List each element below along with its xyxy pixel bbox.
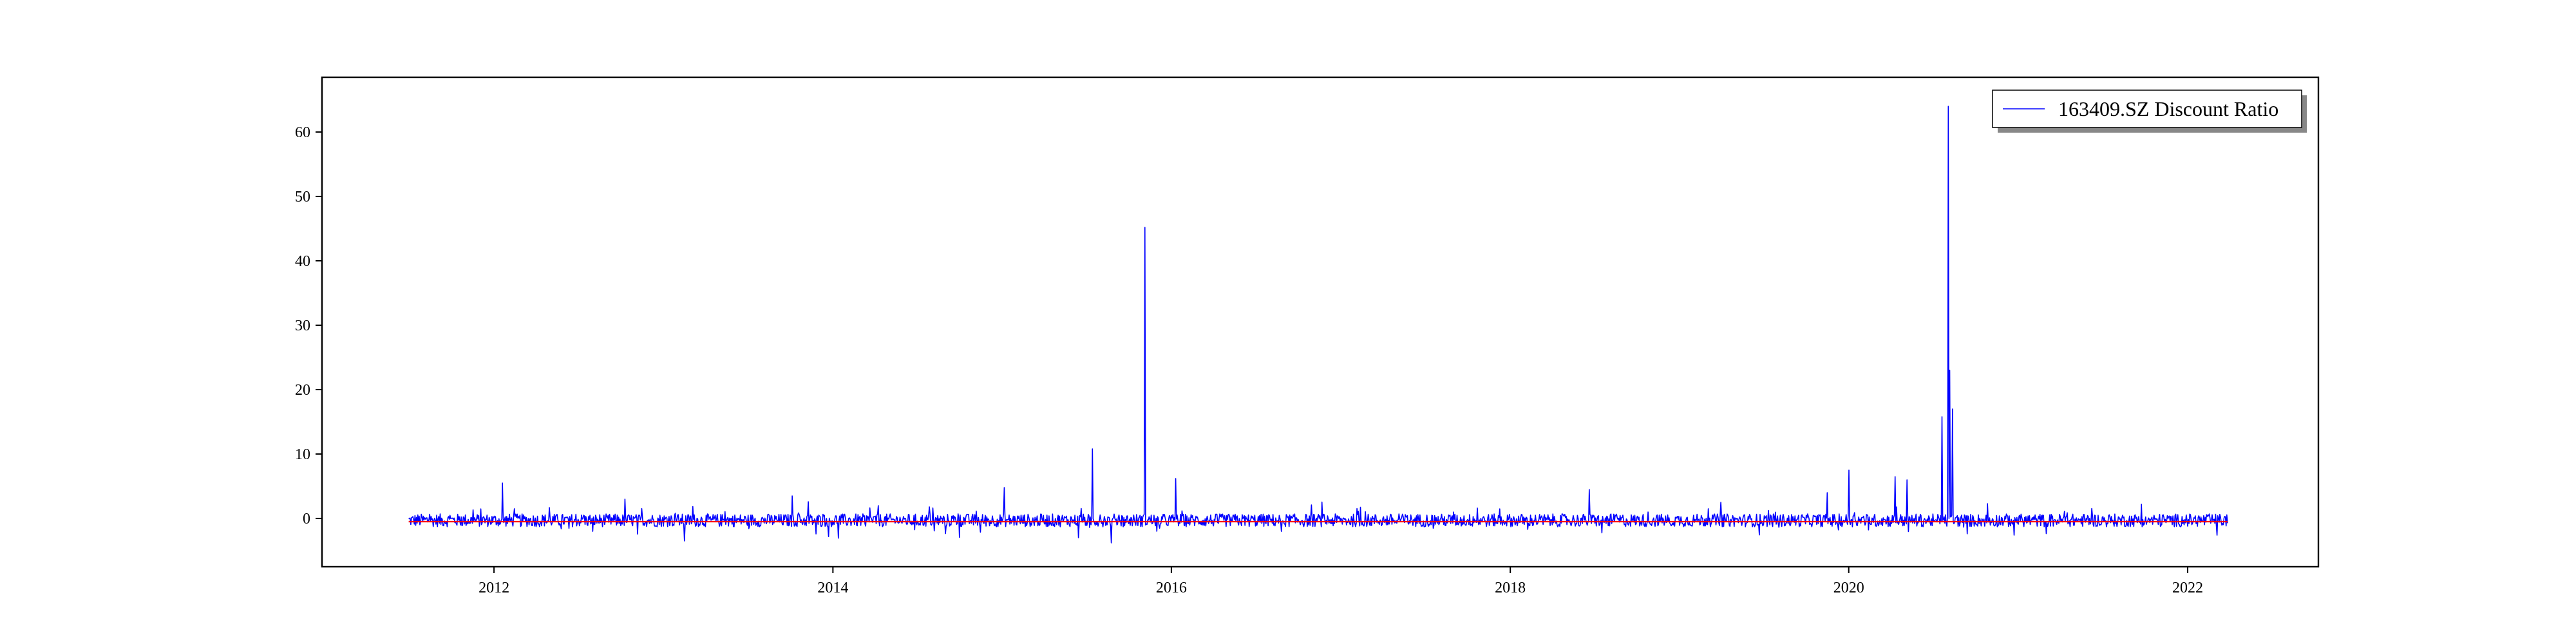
x-tick-label: 2012 — [478, 580, 509, 596]
y-axis-ticks: 0 10 20 30 40 50 60 — [295, 124, 322, 527]
y-tick-label: 0 — [303, 511, 310, 527]
y-tick-label: 10 — [295, 446, 310, 463]
legend: 163409.SZ Discount Ratio — [1992, 90, 2307, 133]
y-tick-label: 50 — [295, 189, 310, 205]
y-tick-label: 20 — [295, 382, 310, 399]
legend-label: 163409.SZ Discount Ratio — [2058, 97, 2278, 120]
series-layer — [408, 106, 2228, 544]
x-tick-label: 2014 — [817, 580, 848, 596]
y-tick-label: 30 — [295, 317, 310, 334]
plot-frame — [321, 76, 2320, 568]
x-tick-label: 2016 — [1156, 580, 1187, 596]
series-line-discount-ratio — [408, 106, 2228, 544]
y-tick-label: 40 — [295, 253, 310, 270]
y-tick-label: 60 — [295, 124, 310, 141]
x-tick-label: 2020 — [1833, 580, 1864, 596]
x-tick-label: 2022 — [2172, 580, 2203, 596]
x-axis-ticks: 2012 2014 2016 2018 2020 2022 — [478, 567, 2203, 596]
x-tick-label: 2018 — [1495, 580, 1526, 596]
